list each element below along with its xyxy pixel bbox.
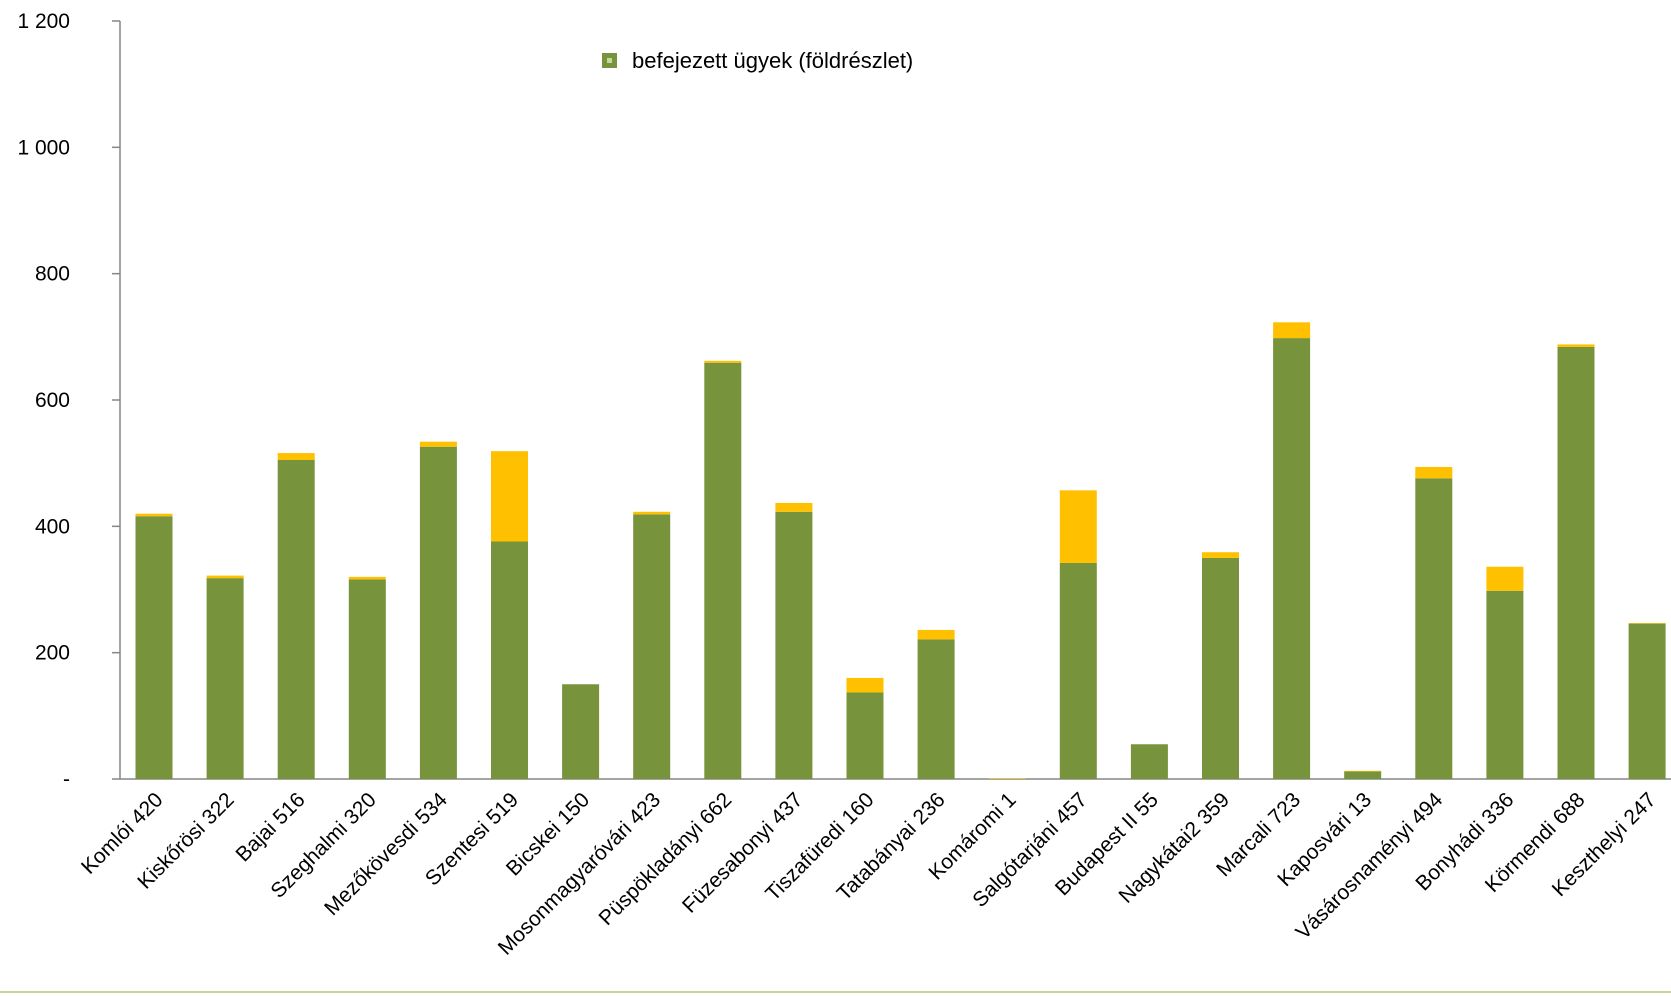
bar-series1 bbox=[135, 516, 173, 779]
x-category-label: Füzesabonyi 437 bbox=[678, 788, 807, 917]
bar-series1 bbox=[206, 578, 244, 779]
bar-series2 bbox=[988, 778, 1026, 779]
bar-series2 bbox=[1273, 322, 1311, 339]
y-tick-label: 200 bbox=[35, 642, 70, 665]
bar-series2 bbox=[348, 576, 386, 580]
bar-series2 bbox=[1415, 466, 1453, 479]
bar-series2 bbox=[1628, 622, 1666, 624]
bar-series1 bbox=[1344, 771, 1382, 779]
bar-series1 bbox=[846, 692, 884, 779]
bar-series2 bbox=[917, 629, 955, 640]
bar-series1 bbox=[491, 541, 528, 779]
bar-series1 bbox=[419, 446, 457, 779]
bar-series2 bbox=[419, 441, 457, 447]
bar-series1 bbox=[348, 579, 386, 779]
bar-series1 bbox=[917, 639, 955, 779]
bar-series1 bbox=[1486, 590, 1524, 779]
bar-series2 bbox=[277, 453, 315, 461]
bar-series1 bbox=[1557, 346, 1595, 779]
legend: befejezett ügyek (földrészlet) bbox=[602, 48, 913, 73]
bar-series2 bbox=[704, 360, 742, 363]
y-tick-label: 1 200 bbox=[17, 10, 70, 33]
y-tick-label: 800 bbox=[35, 263, 70, 286]
bar-series1 bbox=[1130, 744, 1168, 779]
legend-swatch-inner bbox=[607, 58, 612, 63]
bar-series1 bbox=[1415, 478, 1453, 779]
bar-series1 bbox=[277, 460, 315, 779]
bar-series1 bbox=[704, 362, 742, 779]
bar-series1 bbox=[1202, 557, 1239, 779]
x-category-label: Püspökladányi 662 bbox=[595, 788, 737, 930]
bar-series1 bbox=[562, 684, 600, 779]
bar-series2 bbox=[1202, 552, 1239, 558]
bar-series2 bbox=[1557, 344, 1595, 347]
bar-series1 bbox=[1628, 623, 1666, 779]
bar-series2 bbox=[1344, 770, 1382, 772]
bar-series2 bbox=[1059, 490, 1097, 563]
bar-series1 bbox=[633, 514, 671, 779]
y-tick-label: 600 bbox=[35, 389, 70, 412]
bar-series2 bbox=[206, 575, 244, 579]
y-tick-label: 400 bbox=[35, 515, 70, 538]
y-tick-label: - bbox=[63, 768, 70, 791]
bar-series1 bbox=[1273, 338, 1311, 779]
bar-series2 bbox=[633, 511, 671, 515]
y-tick-label: 1 000 bbox=[17, 136, 70, 159]
bar-series2 bbox=[775, 502, 813, 512]
bar-series2 bbox=[491, 451, 528, 542]
legend-label: befejezett ügyek (földrészlet) bbox=[632, 48, 913, 73]
bar-series2 bbox=[1486, 566, 1524, 591]
bar-series1 bbox=[1059, 562, 1097, 779]
x-category-label: Mezőkövesdi 534 bbox=[320, 788, 452, 920]
bars-group bbox=[135, 322, 1666, 779]
bar-series2 bbox=[135, 513, 173, 517]
bar-series2 bbox=[846, 677, 884, 693]
bar-series1 bbox=[775, 511, 813, 779]
